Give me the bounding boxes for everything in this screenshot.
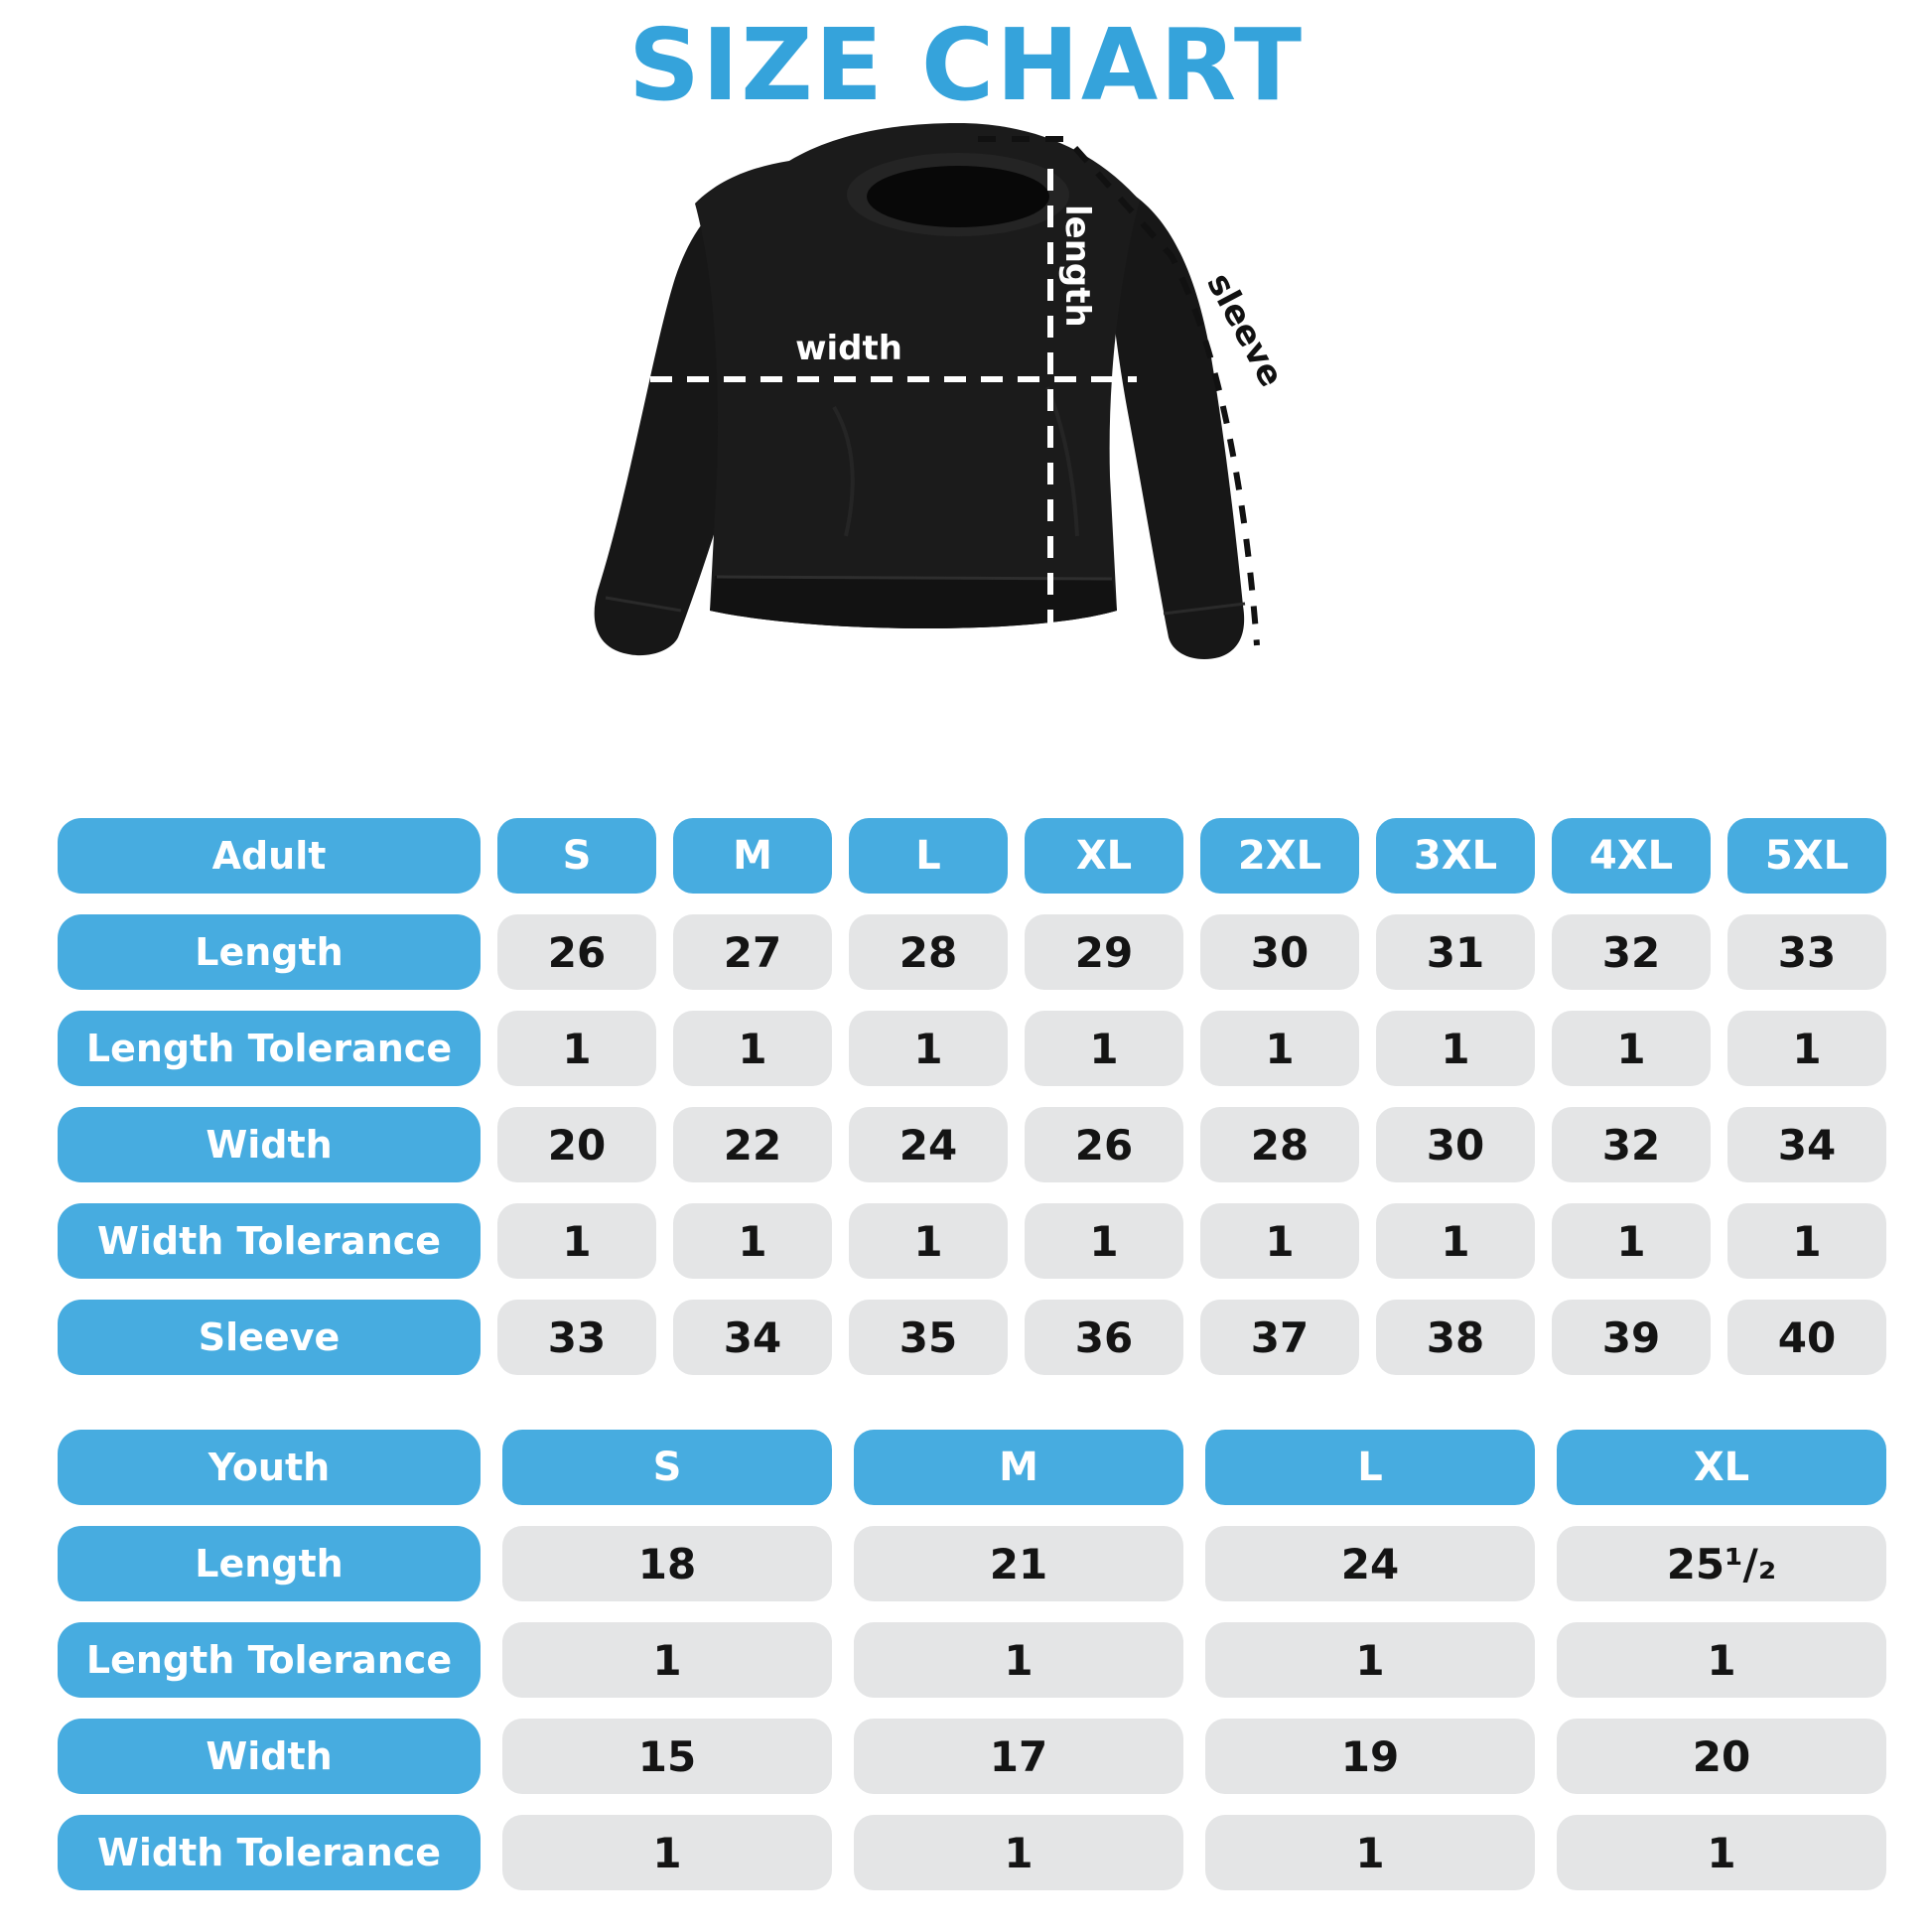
value-cell: 30 bbox=[1200, 914, 1359, 990]
value-cell: 1 bbox=[673, 1203, 832, 1279]
size-header-pill: 5XL bbox=[1727, 818, 1886, 894]
value-cell: 1 bbox=[854, 1815, 1183, 1890]
size-header-pill: L bbox=[1205, 1430, 1535, 1505]
size-header-pill: 2XL bbox=[1200, 818, 1359, 894]
value-cell: 1 bbox=[673, 1011, 832, 1086]
fold-line bbox=[832, 405, 855, 537]
size-header-pill: M bbox=[673, 818, 832, 894]
value-cell: 1 bbox=[854, 1622, 1183, 1698]
value-cell: 40 bbox=[1727, 1300, 1886, 1375]
value-cell: 31 bbox=[1376, 914, 1535, 990]
size-header-pill: XL bbox=[1557, 1430, 1886, 1505]
value-cell: 1 bbox=[1552, 1203, 1711, 1279]
row-label-pill: Width bbox=[58, 1719, 481, 1794]
length-measure-label: length bbox=[1057, 205, 1097, 328]
sweatshirt-illustration bbox=[594, 123, 1260, 659]
row-label-pill: Length Tolerance bbox=[58, 1622, 481, 1698]
value-cell: 26 bbox=[497, 914, 656, 990]
value-cell: 1 bbox=[1200, 1011, 1359, 1086]
value-cell: 25¹/₂ bbox=[1557, 1526, 1886, 1601]
sweatshirt-diagram: width length sleeve bbox=[536, 109, 1292, 675]
value-cell: 33 bbox=[1727, 914, 1886, 990]
value-cell: 1 bbox=[1376, 1011, 1535, 1086]
size-header-pill: 3XL bbox=[1376, 818, 1535, 894]
value-cell: 1 bbox=[502, 1622, 832, 1698]
page-title: SIZE CHART bbox=[627, 7, 1305, 123]
value-cell: 28 bbox=[849, 914, 1008, 990]
value-cell: 18 bbox=[502, 1526, 832, 1601]
row-label-pill: Width Tolerance bbox=[58, 1203, 481, 1279]
value-cell: 35 bbox=[849, 1300, 1008, 1375]
row-label-pill: Width bbox=[58, 1107, 481, 1182]
collar-opening bbox=[867, 166, 1049, 227]
value-cell: 20 bbox=[497, 1107, 656, 1182]
value-cell: 1 bbox=[1727, 1011, 1886, 1086]
value-cell: 19 bbox=[1205, 1719, 1535, 1794]
value-cell: 1 bbox=[849, 1011, 1008, 1086]
youth-size-table: Youth S M L XL Length 18 21 24 25¹/₂ Length Tolera… bbox=[58, 1430, 1886, 1890]
value-cell: 26 bbox=[1025, 1107, 1183, 1182]
value-cell: 1 bbox=[497, 1011, 656, 1086]
value-cell: 37 bbox=[1200, 1300, 1359, 1375]
hem-band bbox=[710, 576, 1117, 629]
size-header-pill: M bbox=[854, 1430, 1183, 1505]
value-cell: 39 bbox=[1552, 1300, 1711, 1375]
value-cell: 24 bbox=[849, 1107, 1008, 1182]
value-cell: 32 bbox=[1552, 1107, 1711, 1182]
value-cell: 1 bbox=[1376, 1203, 1535, 1279]
sleeve-measure-line bbox=[978, 136, 1260, 646]
value-cell: 32 bbox=[1552, 914, 1711, 990]
size-header-pill: L bbox=[849, 818, 1008, 894]
value-cell: 1 bbox=[1727, 1203, 1886, 1279]
value-cell: 24 bbox=[1205, 1526, 1535, 1601]
table-title-pill: Adult bbox=[58, 818, 481, 894]
row-label-pill: Width Tolerance bbox=[58, 1815, 481, 1890]
hem-seam bbox=[716, 575, 1113, 581]
right-sleeve bbox=[1104, 194, 1245, 659]
value-cell: 1 bbox=[1025, 1203, 1183, 1279]
value-cell: 36 bbox=[1025, 1300, 1183, 1375]
left-cuff-seam bbox=[605, 596, 682, 613]
row-label-pill: Length bbox=[58, 1526, 481, 1601]
value-cell: 1 bbox=[1557, 1815, 1886, 1890]
value-cell: 34 bbox=[673, 1300, 832, 1375]
value-cell: 1 bbox=[497, 1203, 656, 1279]
value-cell: 1 bbox=[502, 1815, 832, 1890]
value-cell: 1 bbox=[1557, 1622, 1886, 1698]
value-cell: 1 bbox=[1552, 1011, 1711, 1086]
row-label-pill: Length Tolerance bbox=[58, 1011, 481, 1086]
value-cell: 27 bbox=[673, 914, 832, 990]
size-header-pill: XL bbox=[1025, 818, 1183, 894]
value-cell: 1 bbox=[1200, 1203, 1359, 1279]
value-cell: 22 bbox=[673, 1107, 832, 1182]
value-cell: 30 bbox=[1376, 1107, 1535, 1182]
value-cell: 29 bbox=[1025, 914, 1183, 990]
size-header-pill: 4XL bbox=[1552, 818, 1711, 894]
row-label-pill: Length bbox=[58, 914, 481, 990]
value-cell: 17 bbox=[854, 1719, 1183, 1794]
value-cell: 33 bbox=[497, 1300, 656, 1375]
value-cell: 28 bbox=[1200, 1107, 1359, 1182]
value-cell: 1 bbox=[849, 1203, 1008, 1279]
table-title-pill: Youth bbox=[58, 1430, 481, 1505]
value-cell: 1 bbox=[1205, 1622, 1535, 1698]
shirt-body bbox=[695, 123, 1140, 629]
value-cell: 38 bbox=[1376, 1300, 1535, 1375]
size-header-pill: S bbox=[502, 1430, 832, 1505]
value-cell: 34 bbox=[1727, 1107, 1886, 1182]
value-cell: 21 bbox=[854, 1526, 1183, 1601]
width-measure-label: width bbox=[795, 329, 902, 368]
value-cell: 1 bbox=[1025, 1011, 1183, 1086]
value-cell: 20 bbox=[1557, 1719, 1886, 1794]
value-cell: 1 bbox=[1205, 1815, 1535, 1890]
adult-size-table: Adult S M L XL 2XL 3XL 4XL 5XL Length 26 27 28 29 30 31… bbox=[58, 818, 1886, 1375]
right-cuff-seam bbox=[1163, 602, 1246, 616]
size-header-pill: S bbox=[497, 818, 656, 894]
row-label-pill: Sleeve bbox=[58, 1300, 481, 1375]
value-cell: 15 bbox=[502, 1719, 832, 1794]
